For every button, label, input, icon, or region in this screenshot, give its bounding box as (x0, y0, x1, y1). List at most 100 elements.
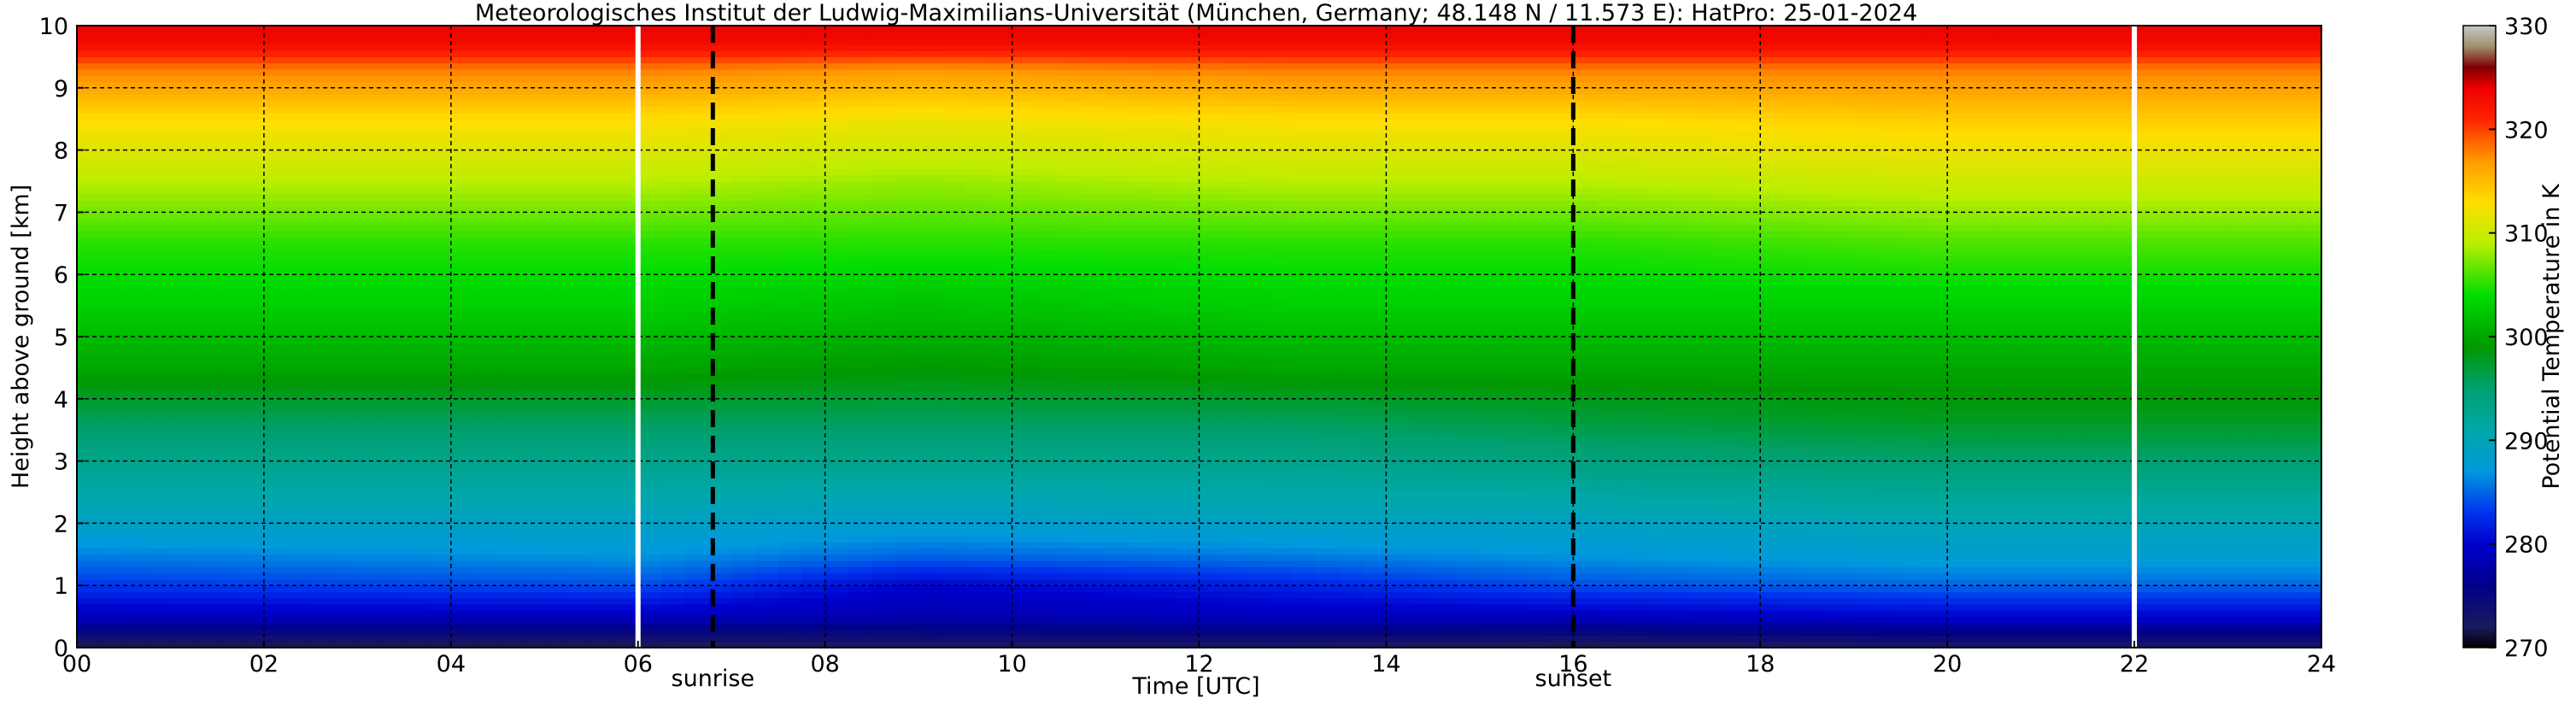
heatmap-cell (777, 138, 802, 144)
heatmap-cell (731, 38, 756, 45)
heatmap-cell (474, 150, 499, 157)
heatmap-cell (707, 436, 732, 443)
heatmap-cell (824, 68, 849, 76)
heatmap-cell (731, 286, 756, 294)
heatmap-cell (824, 305, 849, 313)
heatmap-cell (871, 572, 896, 580)
heatmap-cell (1106, 32, 1130, 39)
heatmap-cell (404, 635, 429, 642)
heatmap-cell (380, 138, 405, 144)
heatmap-cell (1152, 455, 1177, 462)
heatmap-cell (707, 206, 732, 213)
heatmap-cell (450, 299, 475, 307)
heatmap-cell (147, 604, 172, 611)
heatmap-cell (731, 299, 756, 307)
heatmap-cell (754, 249, 779, 256)
heatmap-cell (380, 199, 405, 207)
heatmap-cell (567, 591, 592, 599)
heatmap-cell (240, 604, 265, 611)
heatmap-cell (661, 56, 686, 64)
heatmap-cell (520, 479, 545, 487)
heatmap-cell (707, 255, 732, 263)
heatmap-cell (661, 75, 686, 83)
heatmap-cell (942, 249, 966, 256)
heatmap-cell (754, 138, 779, 144)
heatmap-cell (637, 417, 662, 425)
heatmap-cell (520, 318, 545, 326)
heatmap-cell (544, 466, 569, 474)
heatmap-cell (848, 150, 872, 157)
heatmap-cell (567, 193, 592, 201)
heatmap-cell (544, 604, 569, 611)
heatmap-cell (170, 566, 195, 574)
heatmap-cell (380, 125, 405, 132)
heatmap-cell (544, 616, 569, 624)
heatmap-cell (1106, 479, 1130, 487)
heatmap-cell (100, 81, 125, 89)
heatmap-cell (1129, 504, 1153, 512)
heatmap-cell (707, 523, 732, 531)
heatmap-cell (754, 517, 779, 524)
heatmap-cell (707, 554, 732, 561)
heatmap-cell (147, 417, 172, 425)
heatmap-cell (474, 566, 499, 574)
heatmap-cell (801, 81, 826, 89)
heatmap-cell (918, 68, 943, 76)
heatmap-cell (474, 125, 499, 132)
heatmap-cell (427, 337, 452, 343)
heatmap-cell (661, 318, 686, 326)
heatmap-cell (193, 392, 218, 400)
heatmap-cell (427, 100, 452, 108)
heatmap-cell (895, 392, 919, 400)
heatmap-cell (147, 100, 172, 108)
heatmap-cell (1222, 641, 1247, 648)
heatmap-cell (1222, 361, 1247, 368)
heatmap-cell (661, 119, 686, 126)
heatmap-cell (591, 641, 615, 648)
heatmap-cell (918, 243, 943, 250)
heatmap-cell (474, 641, 499, 648)
heatmap-cell (357, 162, 382, 170)
heatmap-cell (707, 75, 732, 83)
heatmap-cell (848, 311, 872, 319)
heatmap-cell (965, 144, 989, 151)
heatmap-cell (871, 249, 896, 256)
heatmap-cell (684, 193, 709, 201)
heatmap-cell (520, 597, 545, 605)
heatmap-cell (918, 392, 943, 400)
heatmap-cell (193, 349, 218, 356)
heatmap-cell (989, 318, 1013, 326)
heatmap-cell (170, 411, 195, 419)
heatmap-cell (1012, 405, 1036, 412)
heatmap-cell (989, 535, 1013, 543)
heatmap-cell (614, 38, 639, 45)
heatmap-cell (1082, 373, 1106, 381)
heatmap-cell (918, 26, 943, 32)
heatmap-cell (474, 548, 499, 555)
heatmap-cell (450, 293, 475, 300)
heatmap-cell (1106, 26, 1130, 32)
heatmap-cell (100, 510, 125, 518)
heatmap-cell (1152, 430, 1177, 437)
heatmap-cell (1176, 330, 1200, 337)
heatmap-cell (170, 212, 195, 220)
heatmap-cell (193, 504, 218, 512)
heatmap-cell (1129, 44, 1153, 51)
heatmap-cell (871, 449, 896, 455)
heatmap-cell (77, 32, 101, 39)
heatmap-cell (965, 181, 989, 188)
heatmap-cell (1059, 349, 1083, 356)
heatmap-cell (380, 168, 405, 176)
heatmap-cell (450, 100, 475, 108)
heatmap-cell (684, 187, 709, 195)
heatmap-cell (544, 535, 569, 543)
heatmap-cell (123, 466, 148, 474)
heatmap-cell (217, 572, 242, 580)
heatmap-cell (848, 231, 872, 238)
heatmap-cell (123, 267, 148, 275)
heatmap-cell (77, 131, 101, 138)
heatmap-cell (731, 131, 756, 138)
heatmap-cell (380, 119, 405, 126)
heatmap-cell (217, 597, 242, 605)
heatmap-cell (544, 243, 569, 250)
